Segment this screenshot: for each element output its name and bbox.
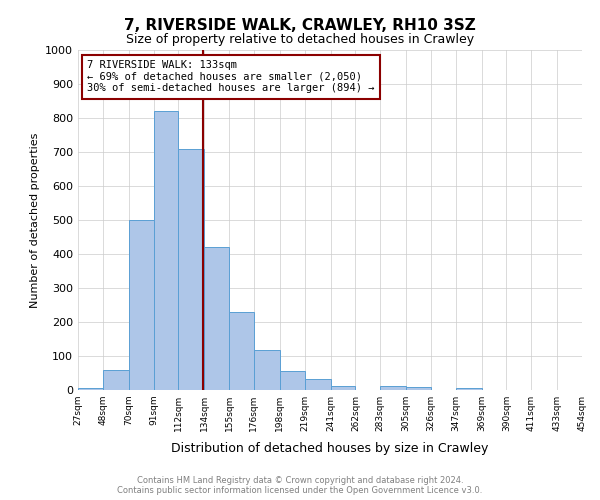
Bar [331,386,355,390]
Text: Contains HM Land Registry data © Crown copyright and database right 2024.
Contai: Contains HM Land Registry data © Crown c… [118,476,482,495]
Y-axis label: Number of detached properties: Number of detached properties [29,132,40,308]
Text: Size of property relative to detached houses in Crawley: Size of property relative to detached ho… [126,32,474,46]
Bar [154,111,178,390]
Bar [103,370,129,390]
Bar [280,370,305,390]
Bar [78,388,103,390]
Bar [129,220,154,390]
Bar [406,388,431,390]
X-axis label: Distribution of detached houses by size in Crawley: Distribution of detached houses by size … [172,442,488,456]
Bar [229,312,254,390]
Bar [204,247,229,390]
Bar [305,379,331,390]
Bar [254,350,280,390]
Text: 7 RIVERSIDE WALK: 133sqm
← 69% of detached houses are smaller (2,050)
30% of sem: 7 RIVERSIDE WALK: 133sqm ← 69% of detach… [88,60,375,94]
Bar [380,386,406,390]
Bar [456,388,482,390]
Text: 7, RIVERSIDE WALK, CRAWLEY, RH10 3SZ: 7, RIVERSIDE WALK, CRAWLEY, RH10 3SZ [124,18,476,32]
Bar [178,148,204,390]
